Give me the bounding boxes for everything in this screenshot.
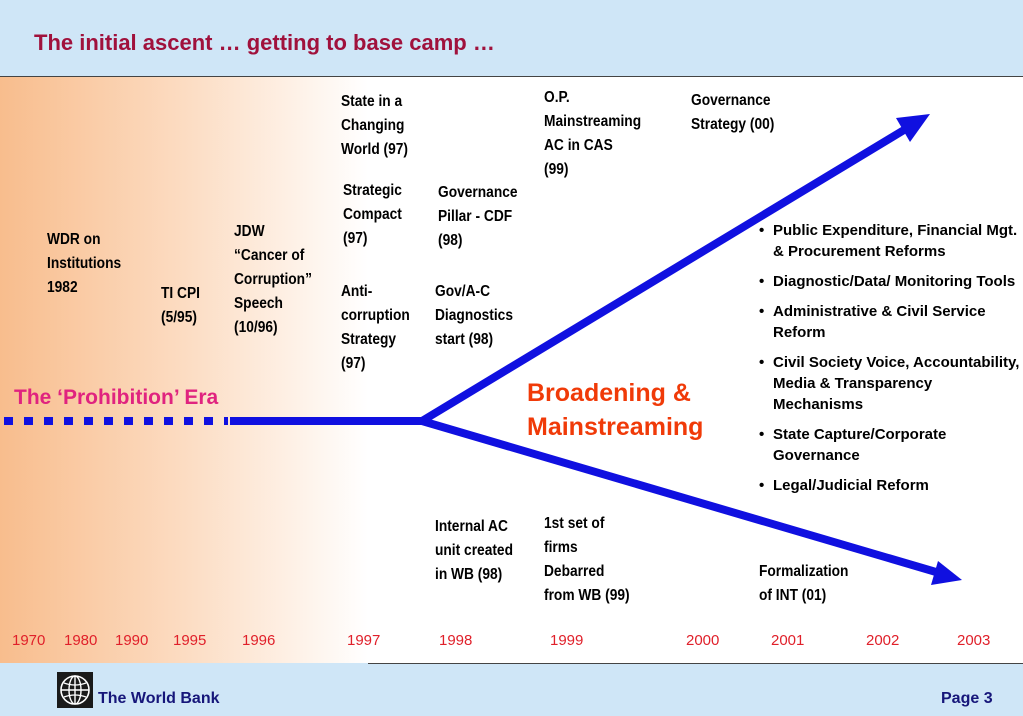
milestone-wdr-1982: WDR on Institutions 1982 [47,231,122,296]
organization-name: The World Bank [98,690,220,707]
year-label: 2000 [686,632,720,649]
milestone-anticorruption-strategy: Anti- corruption Strategy (97) [341,283,410,372]
broadening-label: Broadening & Mainstreaming [527,379,704,441]
year-label: 1990 [115,632,149,649]
globe-icon [57,672,93,708]
year-label: 1996 [242,632,276,649]
list-item: Public Expenditure, Financial Mgt. & Pro… [759,220,1021,262]
top-divider [0,76,1023,77]
list-item: Diagnostic/Data/ Monitoring Tools [759,271,1021,292]
prohibition-era-gradient [0,77,368,663]
milestone-firms-debarred: 1st set of firms Debarred from WB (99) [544,515,630,604]
year-label: 1998 [439,632,473,649]
lower-branch-line [420,417,938,576]
milestone-internal-ac-unit: Internal AC unit created in WB (98) [435,518,513,583]
milestone-ti-cpi: TI CPI (5/95) [161,285,200,326]
list-item: Civil Society Voice, Accountability, Med… [759,352,1021,415]
year-label: 1997 [347,632,381,649]
year-label: 2002 [866,632,900,649]
year-label: 1995 [173,632,207,649]
upper-branch-line [419,126,907,425]
lower-arrowhead [931,561,962,585]
slide-title: The initial ascent … getting to base cam… [34,30,495,55]
list-item: Administrative & Civil Service Reform [759,301,1021,343]
prohibition-era-label: The ‘Prohibition’ Era [14,386,219,409]
milestone-governance-pillar: Governance Pillar - CDF (98) [438,184,518,249]
milestone-state-changing-world: State in a Changing World (97) [341,93,409,158]
upper-arrowhead [896,114,930,142]
list-item: Legal/Judicial Reform [759,475,1021,496]
year-label: 1970 [12,632,46,649]
milestone-op-mainstreaming: O.P. Mainstreaming AC in CAS (99) [544,89,642,178]
year-label: 2003 [957,632,991,649]
list-item: State Capture/Corporate Governance [759,424,1021,466]
milestone-gov-ac-diagnostics: Gov/A-C Diagnostics start (98) [435,283,513,348]
bottom-divider [368,663,1023,664]
year-label: 2001 [771,632,805,649]
milestone-formalization-int: Formalization of INT (01) [759,563,849,604]
milestone-jdw-speech: JDW “Cancer of Corruption” Speech (10/96… [234,223,312,336]
page-number: Page 3 [941,690,993,707]
year-label: 1980 [64,632,98,649]
reform-areas-list: Public Expenditure, Financial Mgt. & Pro… [759,220,1021,505]
year-label: 1999 [550,632,584,649]
milestone-strategic-compact: Strategic Compact (97) [343,182,402,247]
milestone-governance-strategy: Governance Strategy (00) [691,92,775,133]
